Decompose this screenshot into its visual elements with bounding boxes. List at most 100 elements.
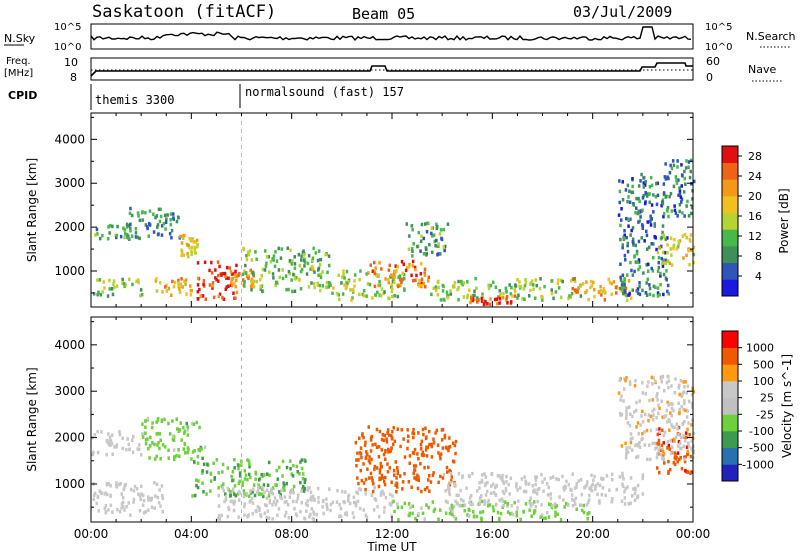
range-cell (437, 480, 440, 485)
range-cell (651, 398, 654, 402)
range-cell (317, 500, 320, 504)
range-cell (684, 182, 687, 186)
range-cell (678, 392, 681, 397)
range-cell (393, 439, 397, 444)
range-cell (361, 292, 364, 297)
range-cell (322, 511, 325, 516)
range-cell (600, 476, 603, 481)
range-cell (109, 503, 113, 508)
range-cell (355, 458, 358, 462)
range-cell (658, 293, 661, 297)
range-cell (252, 483, 256, 487)
range-cell (534, 478, 538, 482)
range-cell (409, 506, 412, 510)
range-cell (309, 267, 312, 271)
range-cell (369, 438, 373, 442)
range-cell (588, 486, 591, 491)
range-cell (686, 199, 689, 204)
range-cell (494, 485, 497, 490)
range-cell (534, 296, 537, 300)
range-cell (479, 510, 482, 515)
range-cell (503, 491, 506, 496)
range-cell (115, 445, 118, 449)
range-cell (237, 481, 241, 486)
range-cell (619, 398, 622, 402)
range-cell (281, 474, 284, 478)
range-cell (150, 505, 154, 509)
range-cell (357, 458, 360, 462)
range-cell (242, 246, 245, 251)
range-cell (234, 493, 238, 498)
range-cell (425, 230, 429, 234)
range-cell (664, 162, 667, 166)
range-cell (405, 266, 409, 270)
range-cell (358, 292, 361, 297)
range-cell (193, 449, 196, 453)
range-cell (248, 500, 252, 504)
range-cell (678, 407, 681, 412)
range-cell (670, 414, 673, 418)
range-cell (424, 285, 427, 289)
range-cell (375, 272, 378, 277)
range-cell (136, 235, 139, 240)
range-cell (292, 463, 295, 468)
range-cell (629, 217, 632, 221)
range-cell (454, 483, 457, 488)
range-cell (678, 209, 681, 214)
range-cell (644, 190, 647, 195)
range-cell (389, 503, 393, 507)
range-cell (210, 260, 213, 265)
range-cell (116, 224, 119, 229)
range-cell (675, 181, 679, 185)
range-cell (293, 289, 297, 293)
range-cell (641, 391, 644, 395)
range-cell (639, 423, 642, 427)
range-cell (659, 274, 662, 278)
range-cell (453, 443, 457, 448)
colorbar-swatch (722, 447, 738, 465)
range-cell (648, 292, 652, 297)
range-cell (655, 247, 658, 252)
range-cell (328, 487, 331, 491)
range-cell (328, 263, 331, 268)
noise-left-tick-top: 10^5 (54, 22, 81, 33)
range-cell (687, 444, 691, 448)
range-cell (582, 503, 585, 508)
range-cell (96, 430, 99, 434)
range-cell (412, 242, 415, 246)
range-cell (431, 500, 435, 504)
range-cell (638, 211, 642, 215)
range-cell (687, 214, 691, 218)
range-cell (625, 416, 628, 420)
range-cell (506, 504, 509, 508)
range-cell (649, 457, 652, 462)
range-cell (161, 494, 164, 498)
range-cell (302, 253, 306, 257)
range-cell (621, 471, 624, 476)
range-cell (387, 447, 390, 452)
range-cell (125, 447, 128, 452)
range-cell (650, 183, 654, 188)
range-cell (265, 488, 269, 492)
range-cell (144, 425, 147, 429)
y-axis-label: Slant Range [km] (25, 158, 39, 262)
range-cell (342, 272, 345, 277)
range-cell (624, 455, 628, 460)
range-cell (414, 267, 417, 272)
range-cell (210, 271, 214, 275)
range-cell (547, 515, 551, 519)
range-cell (124, 283, 127, 287)
range-cell (466, 513, 469, 517)
range-cell (280, 488, 283, 493)
range-cell (231, 470, 235, 474)
range-cell (467, 507, 470, 512)
range-cell (664, 261, 668, 266)
range-cell (671, 402, 674, 406)
range-cell (462, 499, 465, 503)
range-cell (382, 492, 385, 496)
range-cell (158, 432, 162, 436)
range-cell (420, 277, 424, 282)
range-cell (293, 255, 296, 259)
range-cell (631, 414, 634, 419)
range-cell (401, 487, 404, 491)
